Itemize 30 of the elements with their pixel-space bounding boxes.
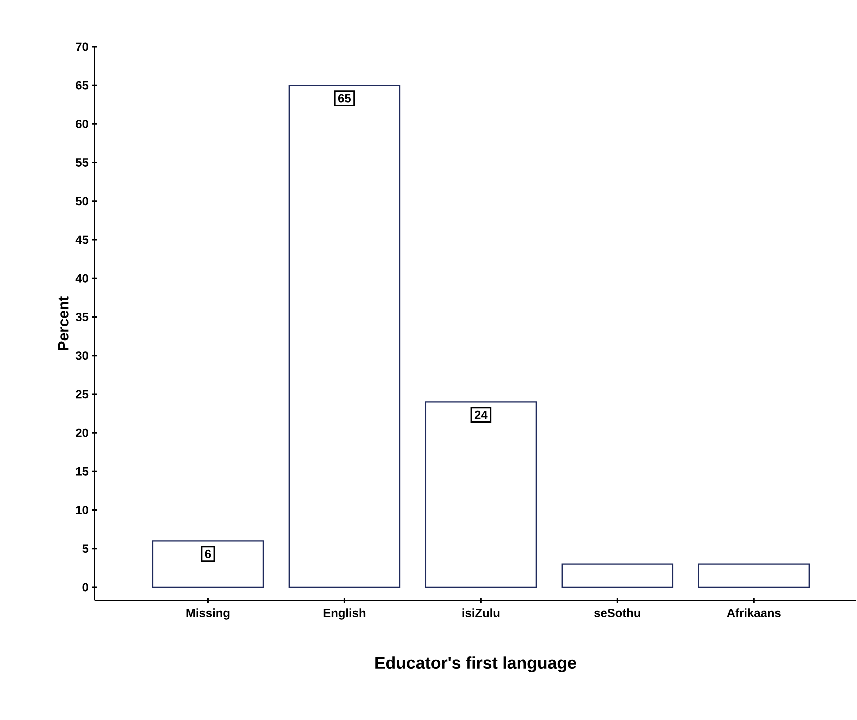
y-tick-label: 40 (76, 274, 88, 284)
x-axis-title: Educator's first language (376, 656, 576, 673)
bar (288, 85, 401, 588)
y-tick-label: 15 (76, 468, 89, 476)
y-tick-label: 20 (76, 429, 88, 438)
y-tick-label: 5 (82, 544, 89, 554)
bar (698, 564, 810, 588)
x-tick-label: Afrikaans (727, 608, 781, 618)
y-tick-label: 60 (76, 120, 88, 129)
y-tick-label: 55 (76, 158, 89, 168)
y-tick-label: 70 (76, 42, 88, 52)
data-label: 24 (474, 411, 488, 420)
bar (152, 540, 264, 588)
y-tick-label: 25 (76, 390, 89, 399)
y-tick-label: 50 (76, 197, 88, 206)
data-label: 65 (338, 94, 352, 103)
y-tick-label: 45 (76, 236, 89, 244)
y-axis-title: Percent (58, 296, 69, 350)
y-tick-label: 30 (76, 352, 88, 360)
x-tick-label: seSothu (594, 608, 640, 618)
bar (425, 402, 538, 588)
y-tick-label: 10 (76, 506, 88, 515)
x-tick-label: Missing (186, 608, 230, 620)
y-tick-label: 0 (82, 583, 88, 592)
x-tick-label: isiZulu (462, 608, 500, 618)
x-tick-label: English (324, 608, 366, 620)
data-label: 6 (205, 550, 212, 559)
bar (562, 564, 674, 588)
y-tick-label: 35 (76, 313, 89, 322)
y-tick-label: 65 (76, 82, 89, 90)
